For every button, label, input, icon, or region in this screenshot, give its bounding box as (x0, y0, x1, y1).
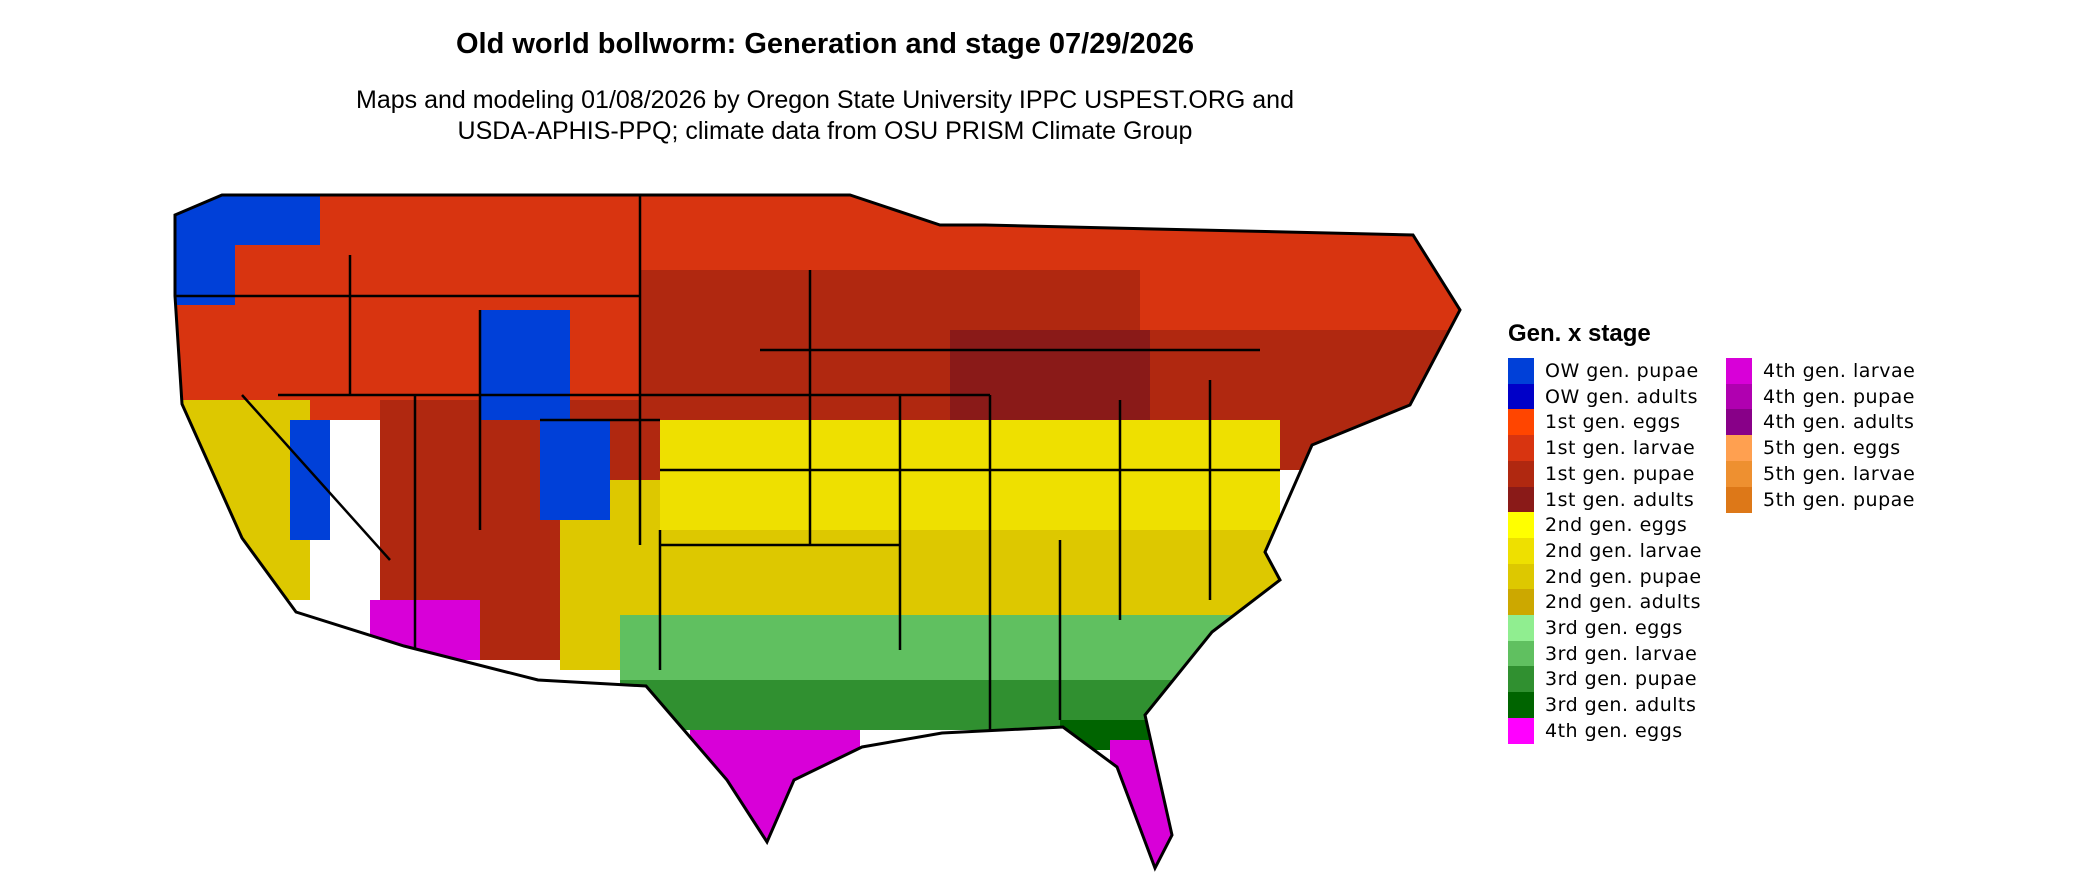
legend-label: 3rd gen. pupae (1545, 668, 1698, 691)
legend-label: 1st gen. eggs (1545, 411, 1681, 434)
legend-swatch (1508, 358, 1534, 384)
legend-item: OW gen. adults (1508, 383, 1699, 410)
legend-swatch (1508, 435, 1534, 462)
legend-item: 4th gen. adults (1726, 409, 1915, 436)
legend-swatch (1726, 435, 1752, 462)
legend-label: OW gen. pupae (1545, 360, 1699, 382)
map-title: Old world bollworm: Generation and stage… (455, 28, 1195, 60)
legend-item: 5th gen. eggs (1726, 435, 1901, 462)
region-ow-north-idaho (230, 195, 320, 245)
legend-item: 3rd gen. adults (1508, 692, 1697, 719)
legend-label: 2nd gen. eggs (1545, 514, 1688, 537)
legend-item: 1st gen. pupae (1508, 460, 1695, 487)
legend-label: 2nd gen. larvae (1545, 539, 1702, 562)
legend-label: OW gen. adults (1545, 385, 1699, 408)
region-ow-sierra (290, 420, 330, 540)
region-ow-wyoming (480, 310, 570, 420)
region-3rd-gen-larvae (620, 615, 1260, 685)
legend-swatch (1508, 409, 1534, 436)
legend-label: 2nd gen. pupae (1545, 565, 1702, 588)
legend-label: 1st gen. pupae (1545, 462, 1695, 485)
legend-item: 2nd gen. eggs (1508, 512, 1688, 539)
legend-item: 2nd gen. pupae (1508, 563, 1702, 590)
legend-item: 3rd gen. larvae (1508, 640, 1698, 667)
legend-swatch (1726, 486, 1752, 513)
legend-item: 1st gen. larvae (1508, 435, 1696, 462)
region-ow-cascades (175, 195, 235, 305)
legend-swatch (1508, 563, 1534, 590)
legend-label: 3rd gen. adults (1545, 694, 1697, 717)
legend-swatch (1508, 512, 1534, 539)
legend-label: 4th gen. larvae (1763, 360, 1916, 382)
legend-item: 4th gen. eggs (1508, 717, 1683, 744)
legend-title: Gen. x stage (1508, 320, 1651, 347)
legend-label: 4th gen. pupae (1763, 385, 1915, 408)
legend-swatch (1508, 383, 1534, 410)
legend-item: 4th gen. pupae (1726, 383, 1915, 410)
legend-swatch (1726, 383, 1752, 410)
legend-swatch (1508, 537, 1534, 564)
legend-swatch (1508, 666, 1534, 693)
legend-label: 5th gen. eggs (1763, 437, 1901, 460)
map-subtitle-line-2: USDA-APHIS-PPQ; climate data from OSU PR… (457, 117, 1193, 145)
legend-item: OW gen. pupae (1508, 358, 1699, 384)
legend-label: 4th gen. eggs (1545, 719, 1683, 742)
state-borders (175, 195, 1280, 730)
legend-swatch (1508, 717, 1534, 744)
legend-label: 2nd gen. adults (1545, 591, 1701, 614)
legend-item: 3rd gen. pupae (1508, 666, 1698, 693)
region-texas-4th-gen (690, 730, 860, 868)
legend-swatch (1726, 460, 1752, 487)
legend-label: 1st gen. larvae (1545, 437, 1696, 460)
legend-swatch (1726, 409, 1752, 436)
legend-item: 5th gen. larvae (1726, 460, 1916, 487)
us-outline (173, 193, 1462, 872)
map-subtitle-line-1: Maps and modeling 01/08/2026 by Oregon S… (356, 86, 1294, 114)
legend-swatch (1508, 486, 1534, 513)
legend-item: 2nd gen. adults (1508, 589, 1701, 616)
legend-label: 3rd gen. larvae (1545, 642, 1698, 665)
legend-item: 3rd gen. eggs (1508, 615, 1683, 641)
region-ow-colorado (540, 420, 610, 520)
legend-swatch (1508, 460, 1534, 487)
region-2nd-gen-pupae (640, 530, 1320, 620)
legend-label: 5th gen. larvae (1763, 462, 1916, 485)
legend-label: 3rd gen. eggs (1545, 617, 1683, 639)
legend-swatch (1508, 692, 1534, 719)
legend-item: 5th gen. pupae (1726, 486, 1915, 513)
legend-swatch (1726, 358, 1752, 384)
region-2nd-gen-larvae (660, 420, 1280, 540)
legend-label: 5th gen. pupae (1763, 488, 1915, 511)
legend-item: 4th gen. larvae (1726, 358, 1915, 384)
legend-label: 4th gen. adults (1763, 411, 1915, 434)
legend-item: 1st gen. adults (1508, 486, 1695, 513)
legend-item: 1st gen. eggs (1508, 409, 1681, 436)
legend-swatch (1508, 589, 1534, 616)
legend-swatch (1508, 615, 1534, 641)
legend-label: 1st gen. adults (1545, 488, 1695, 511)
legend-swatch (1508, 640, 1534, 667)
legend-item: 2nd gen. larvae (1508, 537, 1702, 564)
